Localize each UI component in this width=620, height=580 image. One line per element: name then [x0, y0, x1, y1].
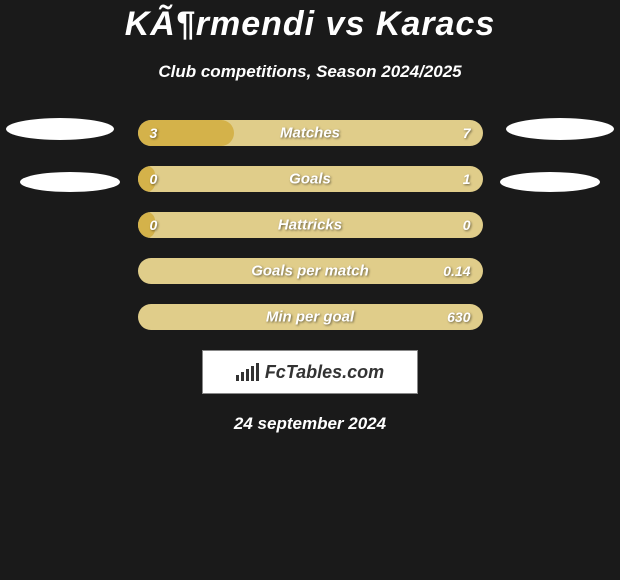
bar-value-right: 7 [463, 125, 471, 141]
logo-text: FcTables.com [265, 362, 384, 383]
bar-label: Goals per match [251, 263, 369, 280]
bar-label: Matches [280, 125, 340, 142]
content-area: 3 Matches 7 0 Goals 1 0 Hattricks 0 Goal… [0, 120, 620, 434]
bar-value-left: 0 [150, 217, 158, 233]
bar-chart-icon [236, 363, 259, 381]
bar-row-goals: 0 Goals 1 [138, 166, 483, 192]
player-right-ellipse-2 [500, 172, 600, 192]
bar-label: Goals [289, 171, 331, 188]
player-left-ellipse-1 [6, 118, 114, 140]
bar-label: Hattricks [278, 217, 342, 234]
bar-label: Min per goal [266, 309, 354, 326]
page-title: KÃ¶rmendi vs Karacs [0, 5, 620, 44]
stat-bars: 3 Matches 7 0 Goals 1 0 Hattricks 0 Goal… [138, 120, 483, 330]
bar-value-right: 0 [463, 217, 471, 233]
bar-value-left: 3 [150, 125, 158, 141]
player-right-ellipse-1 [506, 118, 614, 140]
bar-value-right: 1 [463, 171, 471, 187]
bar-row-gpm: Goals per match 0.14 [138, 258, 483, 284]
infographic-container: KÃ¶rmendi vs Karacs Club competitions, S… [0, 0, 620, 434]
bar-value-left: 0 [150, 171, 158, 187]
source-logo: FcTables.com [202, 350, 418, 394]
bar-row-mpg: Min per goal 630 [138, 304, 483, 330]
bar-row-matches: 3 Matches 7 [138, 120, 483, 146]
bar-value-right: 630 [447, 309, 470, 325]
page-subtitle: Club competitions, Season 2024/2025 [0, 62, 620, 82]
player-left-ellipse-2 [20, 172, 120, 192]
date-text: 24 september 2024 [0, 414, 620, 434]
bar-row-hattricks: 0 Hattricks 0 [138, 212, 483, 238]
bar-value-right: 0.14 [443, 263, 470, 279]
